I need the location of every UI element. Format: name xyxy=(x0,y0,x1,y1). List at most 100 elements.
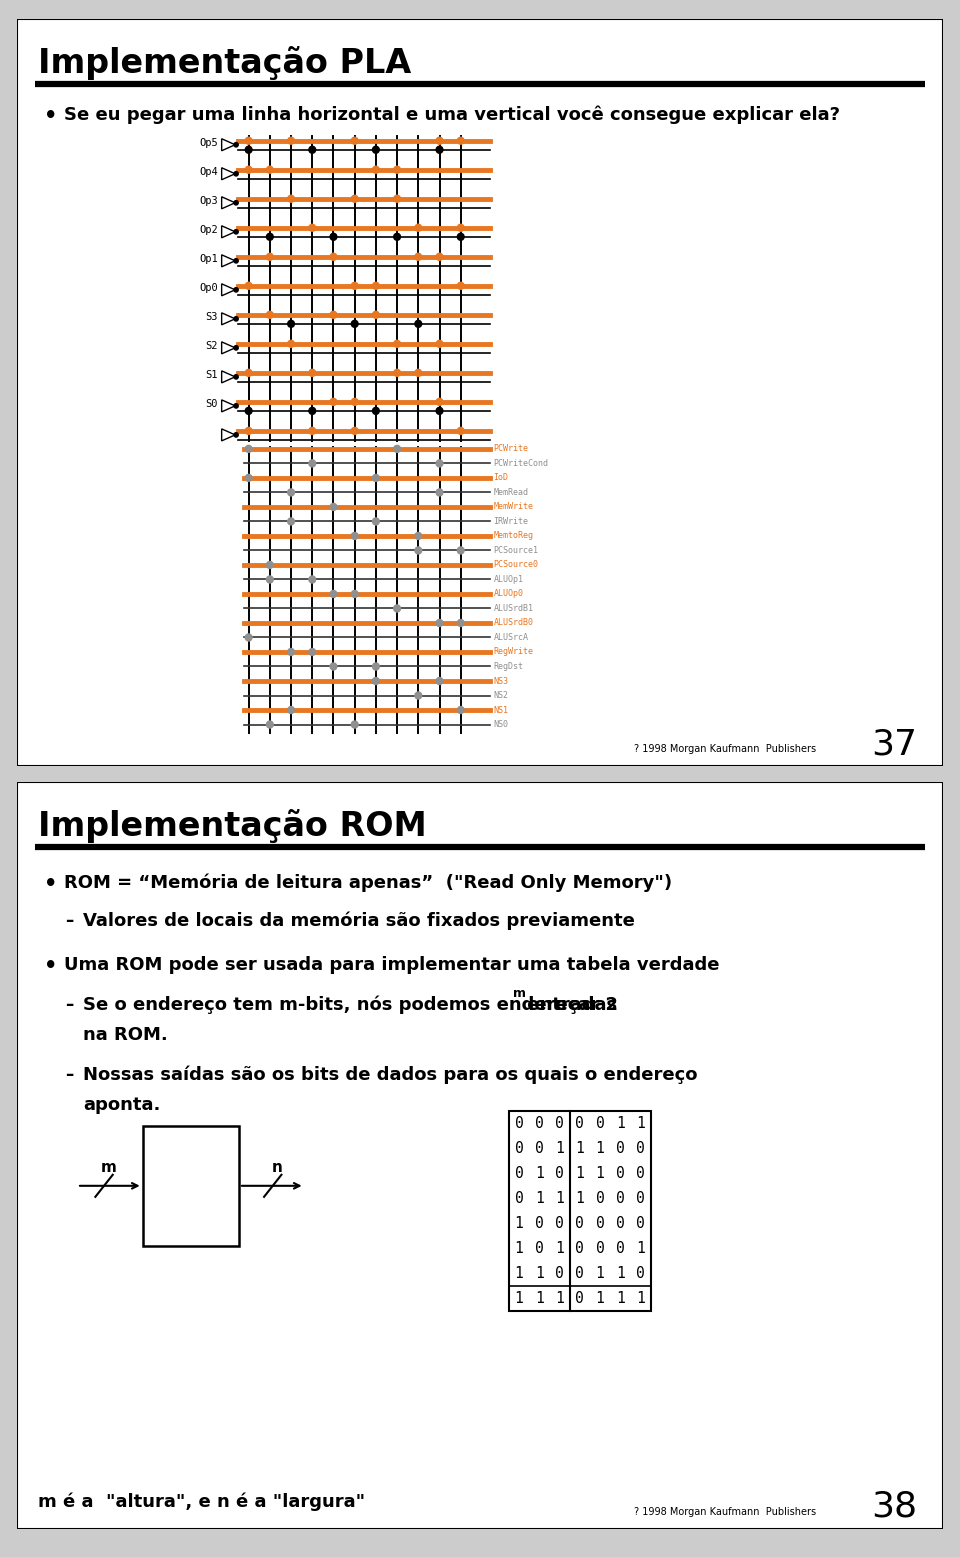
Text: MemRead: MemRead xyxy=(493,487,529,497)
Text: ALUSrcA: ALUSrcA xyxy=(493,634,529,641)
Circle shape xyxy=(436,459,443,467)
Text: Nossas saídas são os bits de dados para os quais o endereço: Nossas saídas são os bits de dados para … xyxy=(83,1065,697,1084)
Circle shape xyxy=(288,518,295,525)
Text: 1: 1 xyxy=(636,1116,645,1130)
Circle shape xyxy=(245,427,252,434)
Text: 1: 1 xyxy=(595,1266,605,1281)
Text: Uma ROM pode ser usada para implementar uma tabela verdade: Uma ROM pode ser usada para implementar … xyxy=(63,956,719,973)
Circle shape xyxy=(267,562,274,568)
Circle shape xyxy=(267,311,274,318)
Circle shape xyxy=(309,146,316,153)
Text: 0: 0 xyxy=(535,1216,543,1232)
Text: ROM = “Memória de leitura apenas”  ("Read Only Memory"): ROM = “Memória de leitura apenas” ("Read… xyxy=(63,873,672,892)
Text: NS2: NS2 xyxy=(493,691,509,701)
Text: 0: 0 xyxy=(575,1266,584,1281)
Circle shape xyxy=(394,195,400,202)
Circle shape xyxy=(372,282,379,290)
Text: ALUSrdB1: ALUSrdB1 xyxy=(493,604,534,613)
Circle shape xyxy=(245,146,252,153)
Text: •: • xyxy=(44,956,58,976)
Circle shape xyxy=(351,137,358,145)
Circle shape xyxy=(245,167,252,173)
Circle shape xyxy=(372,146,379,153)
Circle shape xyxy=(415,691,421,699)
Text: 1: 1 xyxy=(535,1191,543,1205)
Circle shape xyxy=(330,663,337,670)
Text: 1: 1 xyxy=(515,1266,523,1281)
Circle shape xyxy=(234,288,238,293)
Circle shape xyxy=(415,369,421,377)
Circle shape xyxy=(351,282,358,290)
Circle shape xyxy=(436,489,443,497)
Circle shape xyxy=(234,258,238,263)
Circle shape xyxy=(288,341,295,347)
Circle shape xyxy=(351,532,358,539)
Circle shape xyxy=(330,234,337,240)
Circle shape xyxy=(457,282,464,290)
Text: 1: 1 xyxy=(595,1141,605,1155)
Circle shape xyxy=(234,346,238,350)
Text: RegDst: RegDst xyxy=(493,662,523,671)
Circle shape xyxy=(372,663,379,670)
Text: 1: 1 xyxy=(515,1291,523,1306)
Text: –: – xyxy=(65,1065,74,1084)
Circle shape xyxy=(436,341,443,347)
Circle shape xyxy=(372,518,379,525)
Circle shape xyxy=(234,201,238,206)
Text: 0: 0 xyxy=(636,1166,645,1180)
Text: 0: 0 xyxy=(535,1116,543,1130)
Circle shape xyxy=(457,224,464,232)
Text: Valores de locais da memória são fixados previamente: Valores de locais da memória são fixados… xyxy=(83,912,635,930)
Circle shape xyxy=(245,475,252,481)
Text: ? 1998 Morgan Kaufmann  Publishers: ? 1998 Morgan Kaufmann Publishers xyxy=(635,744,816,754)
Circle shape xyxy=(394,606,400,612)
Circle shape xyxy=(415,254,421,260)
Text: na ROM.: na ROM. xyxy=(83,1026,168,1043)
Text: 0: 0 xyxy=(636,1266,645,1281)
Circle shape xyxy=(288,137,295,145)
Text: 0: 0 xyxy=(616,1166,625,1180)
Text: 0: 0 xyxy=(636,1216,645,1232)
Circle shape xyxy=(234,229,238,234)
Text: 0: 0 xyxy=(595,1216,605,1232)
Text: ALUOp0: ALUOp0 xyxy=(493,590,523,598)
Text: PCSource1: PCSource1 xyxy=(493,547,539,554)
Circle shape xyxy=(330,254,337,260)
Text: ? 1998 Morgan Kaufmann  Publishers: ? 1998 Morgan Kaufmann Publishers xyxy=(635,1507,816,1517)
Text: 0: 0 xyxy=(555,1216,564,1232)
Circle shape xyxy=(436,254,443,260)
Circle shape xyxy=(372,677,379,685)
Text: RegWrite: RegWrite xyxy=(493,648,534,657)
Text: IRWrite: IRWrite xyxy=(493,517,529,526)
Text: 38: 38 xyxy=(872,1490,918,1524)
Text: 1: 1 xyxy=(555,1191,564,1205)
Circle shape xyxy=(330,590,337,598)
Circle shape xyxy=(457,547,464,554)
Text: 1: 1 xyxy=(535,1266,543,1281)
Text: 0: 0 xyxy=(555,1166,564,1180)
Text: Implementação PLA: Implementação PLA xyxy=(38,45,412,79)
Text: 0: 0 xyxy=(616,1191,625,1205)
Circle shape xyxy=(351,195,358,202)
Text: 1: 1 xyxy=(515,1216,523,1232)
Circle shape xyxy=(309,576,316,582)
Text: 0: 0 xyxy=(575,1291,584,1306)
Circle shape xyxy=(234,143,238,146)
Text: 1: 1 xyxy=(636,1291,645,1306)
Circle shape xyxy=(436,408,443,414)
Text: NS3: NS3 xyxy=(493,676,509,685)
Circle shape xyxy=(457,427,464,434)
Text: S0: S0 xyxy=(205,399,218,409)
Circle shape xyxy=(351,721,358,729)
Circle shape xyxy=(245,634,252,641)
Circle shape xyxy=(394,167,400,173)
Circle shape xyxy=(288,195,295,202)
Circle shape xyxy=(234,375,238,378)
Text: S1: S1 xyxy=(205,371,218,380)
Circle shape xyxy=(436,146,443,153)
Text: Op4: Op4 xyxy=(199,167,218,177)
Circle shape xyxy=(245,408,252,414)
Circle shape xyxy=(234,433,238,438)
Text: 0: 0 xyxy=(575,1241,584,1256)
Circle shape xyxy=(457,137,464,145)
